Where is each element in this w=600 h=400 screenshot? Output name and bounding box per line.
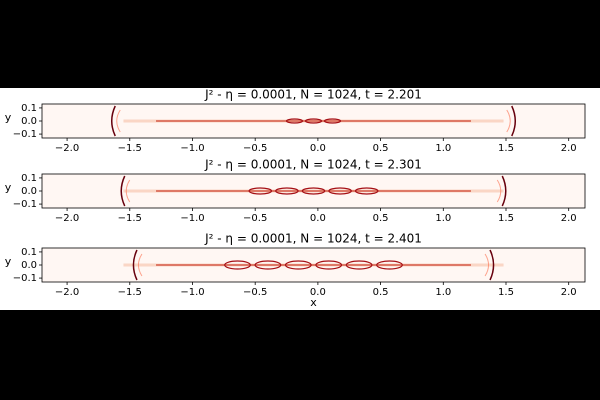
x-tick-label: −2.0 xyxy=(55,213,79,224)
x-tick-label: 1.5 xyxy=(498,143,514,154)
x-tick-label: −1.5 xyxy=(118,287,142,298)
plasmoid xyxy=(315,260,343,270)
plasmoid xyxy=(285,118,304,124)
plasmoid xyxy=(328,187,352,195)
front xyxy=(489,249,495,281)
y-axis-label: y xyxy=(5,111,12,124)
plasmoid xyxy=(345,260,373,270)
plasmoid xyxy=(376,260,403,270)
x-tick-label: −1.0 xyxy=(180,287,204,298)
plasmoid xyxy=(248,187,273,195)
plasmoid xyxy=(301,187,326,195)
front xyxy=(501,175,507,207)
chart-title: J² - η = 0.0001, N = 1024, t = 2.301 xyxy=(204,158,422,172)
x-tick-label: 0.5 xyxy=(373,287,389,298)
x-tick-label: −0.5 xyxy=(243,213,267,224)
plasmoid xyxy=(254,260,282,270)
front xyxy=(132,249,138,281)
y-tick-label: 0.1 xyxy=(21,247,37,258)
x-tick-label: 0.5 xyxy=(373,143,389,154)
x-tick-label: 1.0 xyxy=(435,213,451,224)
y-axis-label: y xyxy=(5,181,12,194)
front xyxy=(120,175,126,207)
plasmoid xyxy=(224,260,251,270)
heatmap-field xyxy=(42,174,585,208)
x-tick-label: −1.0 xyxy=(180,213,204,224)
x-tick-label: −1.0 xyxy=(180,143,204,154)
front-halo xyxy=(484,253,490,277)
y-tick-label: −0.1 xyxy=(13,199,37,210)
x-tick-label: 0.0 xyxy=(310,213,326,224)
x-axis-label: x xyxy=(310,296,317,309)
y-tick-label: 0.0 xyxy=(21,260,37,271)
x-tick-label: 0.0 xyxy=(310,287,326,298)
y-tick-label: −0.1 xyxy=(13,273,37,284)
y-tick-label: 0.0 xyxy=(21,116,37,127)
front-halo xyxy=(506,109,511,133)
front-halo xyxy=(137,253,143,277)
chart-title: J² - η = 0.0001, N = 1024, t = 2.201 xyxy=(204,88,422,102)
x-tick-label: −0.5 xyxy=(243,143,267,154)
plasmoid xyxy=(275,187,299,195)
x-tick-label: 1.5 xyxy=(498,287,514,298)
plasmoid xyxy=(284,260,312,270)
plasmoid xyxy=(323,118,342,124)
x-tick-label: −1.5 xyxy=(118,143,142,154)
y-tick-label: 0.1 xyxy=(21,173,37,184)
plasmoid xyxy=(304,118,323,124)
x-tick-label: 1.0 xyxy=(435,143,451,154)
y-tick-label: 0.1 xyxy=(21,103,37,114)
x-tick-label: −2.0 xyxy=(55,287,79,298)
x-tick-label: 1.5 xyxy=(498,213,514,224)
front xyxy=(110,105,116,137)
x-tick-label: −2.0 xyxy=(55,143,79,154)
heatmap-field xyxy=(42,104,585,138)
x-tick-label: −1.5 xyxy=(118,213,142,224)
front-halo xyxy=(116,109,121,133)
x-tick-label: 0.5 xyxy=(373,213,389,224)
x-tick-label: 0.0 xyxy=(310,143,326,154)
y-tick-label: 0.0 xyxy=(21,186,37,197)
heatmap-field xyxy=(42,248,585,282)
x-tick-label: 2.0 xyxy=(561,287,577,298)
front xyxy=(511,105,517,137)
x-tick-label: 2.0 xyxy=(561,143,577,154)
y-tick-label: −0.1 xyxy=(13,129,37,140)
chart-title: J² - η = 0.0001, N = 1024, t = 2.401 xyxy=(204,232,422,246)
y-axis-label: y xyxy=(5,255,12,268)
plasmoid xyxy=(354,187,379,195)
x-tick-label: 1.0 xyxy=(435,287,451,298)
x-tick-label: −0.5 xyxy=(243,287,267,298)
x-tick-label: 2.0 xyxy=(561,213,577,224)
front-halo xyxy=(496,179,502,203)
front-halo xyxy=(125,179,131,203)
